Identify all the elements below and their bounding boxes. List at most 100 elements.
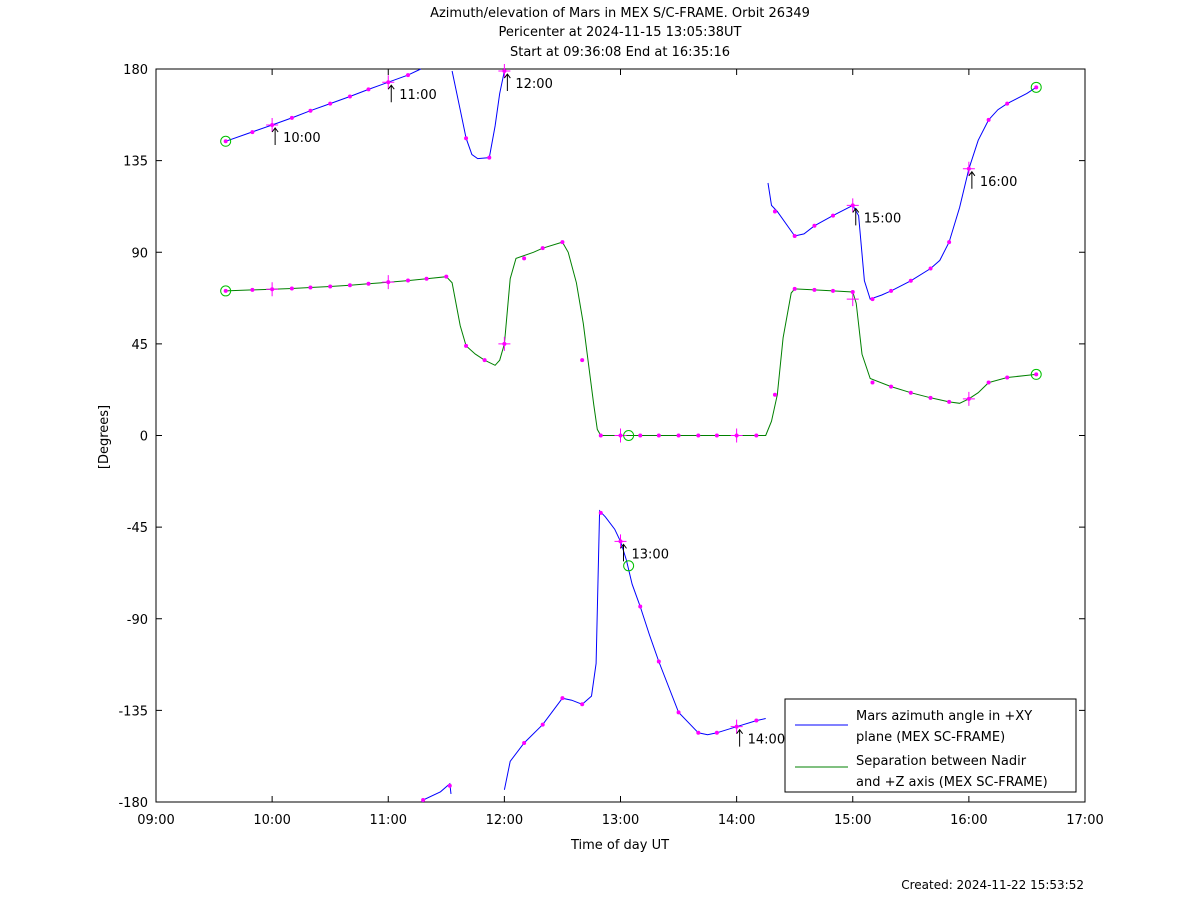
sample-point xyxy=(366,281,371,286)
sample-point xyxy=(598,510,603,515)
event-circle-mark xyxy=(220,135,232,147)
hour-crosshair-mark xyxy=(730,719,743,734)
y-tick-label: 180 xyxy=(123,63,148,78)
legend-label-separation-2: and +Z axis (MEX SC-FRAME) xyxy=(856,775,1048,790)
sample-point xyxy=(714,730,719,735)
sample-point xyxy=(580,702,585,707)
sample-point xyxy=(986,380,991,385)
x-tick-label: 14:00 xyxy=(718,813,755,828)
sample-point xyxy=(812,223,817,228)
y-tick-label: 135 xyxy=(123,155,148,170)
sample-point xyxy=(1005,101,1010,106)
marks-layer xyxy=(220,64,1042,802)
x-axis: 09:00 10:00 11:00 12:00 13:00 14:00 15:00 16:00… xyxy=(137,69,1104,828)
sample-point xyxy=(638,604,643,609)
legend-label-azimuth-1: Mars azimuth angle in +XY xyxy=(856,709,1032,724)
x-tick-label: 10:00 xyxy=(253,813,290,828)
time-annotation-label: 12:00 xyxy=(515,77,552,92)
event-circle-mark xyxy=(1030,81,1042,93)
time-arrow xyxy=(968,170,976,189)
time-annotation-label: 13:00 xyxy=(632,547,669,562)
sample-point xyxy=(540,246,545,251)
chart-title: Azimuth/elevation of Mars in MEX S/C-FRA… xyxy=(430,6,810,60)
sample-point xyxy=(792,233,797,238)
x-axis-label: Time of day UT xyxy=(570,838,669,853)
sample-point xyxy=(424,276,429,281)
hour-crosshair-mark xyxy=(614,428,627,443)
sample-point xyxy=(522,740,527,745)
legend-box xyxy=(784,698,1077,793)
sample-point xyxy=(560,240,565,245)
time-annotation-label: 10:00 xyxy=(283,131,320,146)
time-annotations: 10:00 11:00 12:00 13:00 14:00 15:00 16:00 xyxy=(271,73,1017,748)
y-tick-label: -180 xyxy=(118,796,148,811)
sample-point xyxy=(308,285,313,290)
sample-point xyxy=(754,433,759,438)
sample-point xyxy=(850,289,855,294)
sample-point xyxy=(444,274,449,279)
hour-crosshair-mark xyxy=(614,534,627,549)
sample-point xyxy=(482,358,487,363)
legend-label-separation-1: Separation between Nadir xyxy=(856,754,1027,769)
y-axis-label: [Degrees] xyxy=(97,405,112,469)
sample-point xyxy=(812,287,817,292)
created-timestamp: Created: 2024-11-22 15:53:52 xyxy=(901,878,1084,892)
sample-point xyxy=(889,288,894,293)
sample-point xyxy=(347,94,352,99)
hour-crosshair-mark xyxy=(962,161,975,176)
sample-point xyxy=(328,284,333,289)
event-circle-mark xyxy=(1030,368,1042,380)
separation-series-line xyxy=(225,241,1037,436)
sample-point xyxy=(598,433,603,438)
x-tick-label: 11:00 xyxy=(370,813,407,828)
x-tick-label: 17:00 xyxy=(1066,813,1103,828)
sample-point xyxy=(328,101,333,106)
x-tick-label: 12:00 xyxy=(486,813,523,828)
time-annotation-label: 11:00 xyxy=(399,88,436,103)
title-line-3: Start at 09:36:08 End at 16:35:16 xyxy=(510,45,730,60)
sample-point xyxy=(638,433,643,438)
hour-crosshair-mark xyxy=(382,275,395,290)
sample-point xyxy=(464,343,469,348)
title-line-1: Azimuth/elevation of Mars in MEX S/C-FRA… xyxy=(430,6,810,21)
azimuth-series-line xyxy=(421,782,452,803)
azimuth-series-line xyxy=(451,70,505,160)
sample-point xyxy=(947,240,952,245)
sample-point xyxy=(656,659,661,664)
legend: Mars azimuth angle in +XY plane (MEX SC-… xyxy=(784,698,1077,793)
time-arrow xyxy=(736,728,744,747)
time-arrow xyxy=(387,84,395,103)
hour-crosshair-mark xyxy=(382,75,395,90)
sample-point xyxy=(676,710,681,715)
sample-point xyxy=(1005,375,1010,380)
time-annotation-label: 15:00 xyxy=(864,211,901,226)
x-tick-label: 13:00 xyxy=(602,813,639,828)
azimuth-series-line xyxy=(225,68,422,142)
x-tick-label: 16:00 xyxy=(950,813,987,828)
sample-point xyxy=(908,390,913,395)
azimuth-series-line xyxy=(767,86,1037,300)
y-axis: 180 135 90 45 0 -45 -90 -135 -180 xyxy=(118,63,1085,811)
hour-crosshair-mark xyxy=(498,336,511,351)
y-tick-label: -90 xyxy=(127,613,148,628)
sample-point xyxy=(696,730,701,735)
sample-point xyxy=(928,266,933,271)
hour-crosshair-mark xyxy=(846,292,859,307)
sample-point xyxy=(870,380,875,385)
event-circle-mark xyxy=(623,560,635,572)
sample-point xyxy=(656,433,661,438)
y-tick-label: 45 xyxy=(131,338,148,353)
x-tick-label: 15:00 xyxy=(834,813,871,828)
y-tick-label: 0 xyxy=(140,430,148,445)
sample-point xyxy=(540,722,545,727)
time-annotation-label: 16:00 xyxy=(980,175,1017,190)
sample-point xyxy=(792,286,797,291)
hour-crosshair-mark xyxy=(730,428,743,443)
sample-point xyxy=(560,696,565,701)
sample-point xyxy=(676,433,681,438)
hour-crosshair-mark xyxy=(962,391,975,406)
sample-point xyxy=(831,213,836,218)
sample-point xyxy=(696,433,701,438)
sample-point xyxy=(308,108,313,113)
sample-point xyxy=(714,433,719,438)
